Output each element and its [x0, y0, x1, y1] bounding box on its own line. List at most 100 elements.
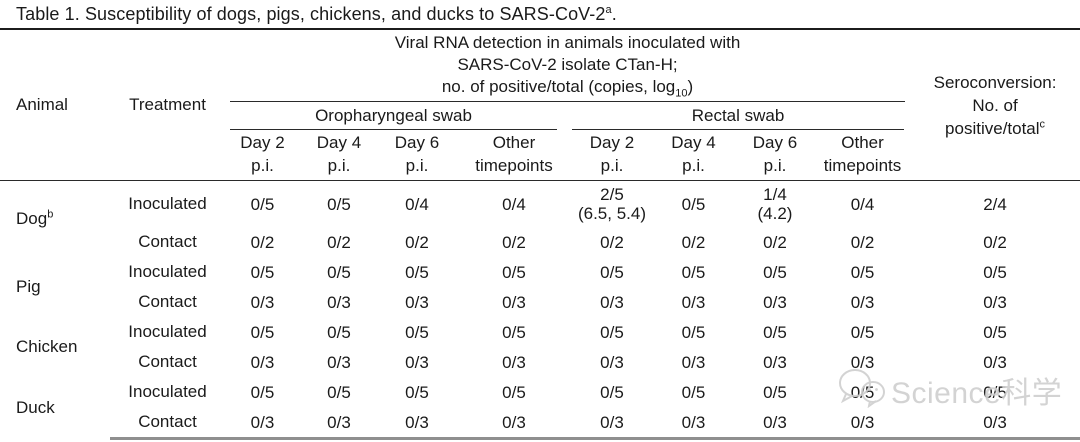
- treatment-label: Inoculated: [128, 382, 207, 401]
- value-cell: 0/5: [502, 382, 526, 402]
- column-header-oro-day6: Day 6 p.i.: [378, 130, 456, 181]
- treatment-label: Inoculated: [128, 322, 207, 341]
- animal-label-duck: Duck: [16, 397, 55, 417]
- table-row-duck-inoculated: Duck Inoculated 0/5 0/5 0/5 0/5 0/5 0/5 …: [0, 377, 1080, 417]
- value-cell: 0/3: [250, 352, 275, 372]
- column-header-oro-other: Other timepoints: [456, 130, 572, 181]
- value-cell: 0/5: [502, 262, 526, 282]
- value-cell: 0/3: [681, 352, 706, 372]
- value-cell: 0/3: [250, 292, 275, 312]
- value-cell: 0/2: [327, 232, 351, 252]
- value-cell: 0/3: [502, 352, 526, 372]
- value-cell: 0/2: [850, 232, 875, 252]
- value-cell: 0/5: [250, 382, 275, 402]
- value-cell: 0/5: [405, 382, 429, 402]
- animal-label-pig: Pig: [16, 277, 41, 296]
- value-cell: 0/2: [502, 232, 526, 252]
- treatment-label: Contact: [138, 352, 197, 371]
- value-cell: 0/2: [983, 232, 1007, 252]
- value-cell: 0/3: [600, 292, 624, 312]
- value-cell: 0/5: [405, 322, 429, 342]
- table-row-pig-contact: Contact 0/3 0/3 0/3 0/3 0/3 0/3 0/3 0/3 …: [0, 287, 1080, 317]
- column-header-oro-day4: Day 4 p.i.: [300, 130, 378, 181]
- value-cell: 0/5: [681, 382, 706, 402]
- column-group-viral-rna: Viral RNA detection in animals inoculate…: [225, 30, 910, 102]
- value-cell: 0/4: [502, 194, 526, 214]
- viral-group-line3: no. of positive/total (copies, log10): [441, 77, 694, 100]
- value-cell: 1/4 (4.2): [757, 185, 793, 223]
- value-cell: 0/5: [405, 262, 429, 282]
- value-cell: 0/3: [850, 292, 875, 312]
- value-cell: 0/3: [983, 292, 1007, 312]
- value-cell: 0/3: [327, 292, 351, 312]
- value-cell: 0/5: [850, 382, 875, 402]
- table-row-chicken-inoculated: Chicken Inoculated 0/5 0/5 0/5 0/5 0/5 0…: [0, 317, 1080, 356]
- footnote-marker-a: a: [605, 4, 612, 16]
- header-row-group: Animal Treatment Viral RNA detection in …: [0, 30, 1080, 181]
- value-cell: 0/5: [600, 382, 624, 402]
- value-cell: 2/5 (6.5, 5.4): [577, 185, 647, 223]
- value-cell: 0/3: [763, 352, 787, 372]
- column-header-treatment: Treatment: [110, 30, 225, 181]
- column-group-rectal-swab: Rectal swab: [572, 102, 910, 130]
- value-cell: 0/2: [405, 232, 429, 252]
- value-cell: 0/3: [763, 292, 787, 312]
- treatment-label: Contact: [110, 407, 225, 440]
- column-header-oro-day2: Day 2 p.i.: [225, 130, 300, 181]
- viral-group-line1: Viral RNA detection in animals inoculate…: [394, 33, 741, 52]
- table-row-chicken-contact: Contact 0/3 0/3 0/3 0/3 0/3 0/3 0/3 0/3 …: [0, 347, 1080, 377]
- footnote-marker-c: c: [1039, 117, 1046, 130]
- log10-subscript: 10: [675, 87, 688, 100]
- value-cell: 0/5: [850, 262, 875, 282]
- value-cell: 0/2: [600, 232, 624, 252]
- value-cell: 0/3: [502, 292, 526, 312]
- value-cell: 0/5: [983, 322, 1007, 342]
- value-cell: 0/5: [327, 322, 351, 342]
- column-group-oropharyngeal-swab: Oropharyngeal swab: [225, 102, 572, 130]
- column-header-animal: Animal: [0, 30, 110, 181]
- value-cell: 0/5: [850, 322, 875, 342]
- value-cell: 0/3: [910, 407, 1080, 440]
- value-cell: 0/3: [983, 352, 1007, 372]
- value-cell: 0/3: [600, 352, 624, 372]
- value-cell: 0/5: [250, 194, 275, 214]
- header-row-swabs: Oropharyngeal swab Rectal swab: [0, 102, 1080, 130]
- table-row-duck-contact: Contact 0/3 0/3 0/3 0/3 0/3 0/3 0/3 0/3 …: [0, 407, 1080, 440]
- column-header-rect-day4: Day 4 p.i.: [652, 130, 735, 181]
- viral-group-line2: SARS-CoV-2 isolate CTan-H;: [457, 55, 678, 74]
- table-row-dog-contact: Contact 0/2 0/2 0/2 0/2 0/2 0/2 0/2 0/2 …: [0, 227, 1080, 257]
- value-cell: 0/5: [763, 262, 787, 282]
- value-cell: 0/5: [502, 322, 526, 342]
- column-header-rect-day6: Day 6 p.i.: [735, 130, 815, 181]
- table-row-dog-inoculated: Dogb Inoculated 0/5 0/5 0/4 0/4 2/5 (6.5…: [0, 181, 1080, 228]
- treatment-label: Inoculated: [128, 262, 207, 281]
- treatment-label: Inoculated: [128, 194, 207, 213]
- value-cell: 0/5: [327, 194, 351, 214]
- value-cell: 0/3: [681, 292, 706, 312]
- table-title: Table 1. Susceptibility of dogs, pigs, c…: [0, 0, 1080, 30]
- value-cell: 0/3: [327, 352, 351, 372]
- value-cell: 0/3: [378, 407, 456, 440]
- value-cell: 0/5: [600, 262, 624, 282]
- value-cell: 0/4: [850, 194, 875, 214]
- susceptibility-table: Animal Treatment Viral RNA detection in …: [0, 30, 1080, 440]
- value-cell: 0/5: [327, 382, 351, 402]
- value-cell: 0/2: [763, 232, 787, 252]
- value-cell: 0/3: [405, 352, 429, 372]
- value-cell: 0/3: [405, 292, 429, 312]
- animal-label-dog: Dogb: [16, 208, 54, 228]
- value-cell: 0/2: [681, 232, 706, 252]
- column-header-seroconversion: Seroconversion: No. of positive/totalc: [910, 30, 1080, 181]
- column-header-rect-other: Other timepoints: [815, 130, 911, 181]
- value-cell: 0/5: [681, 322, 706, 342]
- value-cell: 0/5: [983, 382, 1007, 402]
- value-cell: 0/3: [815, 407, 911, 440]
- value-cell: 0/2: [250, 232, 275, 252]
- value-cell: 0/5: [250, 322, 275, 342]
- value-cell: 0/5: [681, 262, 706, 282]
- treatment-label: Contact: [138, 232, 197, 251]
- value-cell: 0/3: [652, 407, 735, 440]
- value-cell: 0/5: [250, 262, 275, 282]
- value-cell: 0/5: [600, 322, 624, 342]
